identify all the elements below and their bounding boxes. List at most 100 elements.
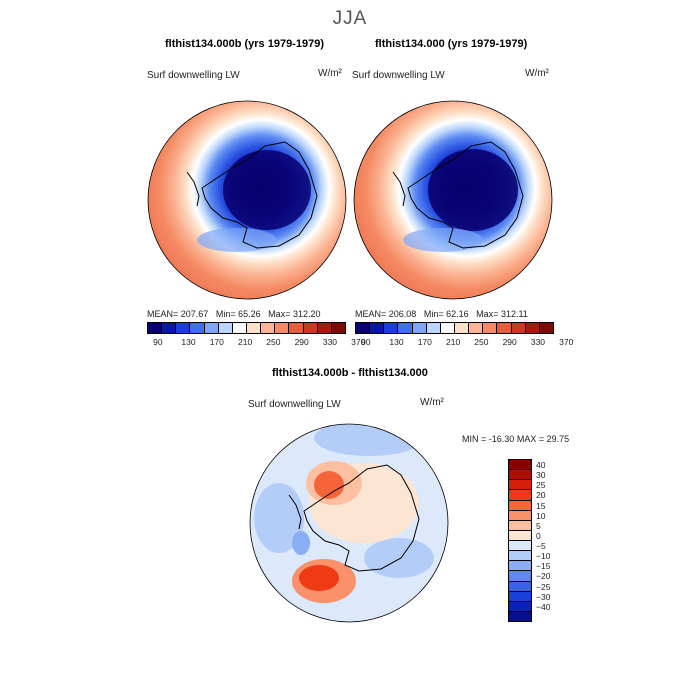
panel-2-colorbar-tick-label: 210: [446, 337, 461, 347]
panel-1-min-value: 65.26: [238, 309, 261, 319]
panel-2-colorbar-swatch: [510, 322, 526, 334]
panel-2-colorbar-tick-label: 130: [389, 337, 404, 347]
panel-2-title: flthist134.000 (yrs 1979-1979): [375, 38, 528, 50]
panel-2-colorbar-swatch: [425, 322, 441, 334]
diff-colorbar-tick-label: −25: [536, 581, 551, 592]
panel-1-colorbar-swatch: [316, 322, 332, 334]
diff-min-value: -16.30: [488, 434, 515, 444]
diff-colorbar-tick-label: −40: [536, 601, 551, 612]
panel-2-colorbar-tick-label: 90: [361, 337, 371, 347]
panel-2-colorbar-swatch: [355, 322, 371, 334]
panel-2-colorbar-tick-label: 170: [417, 337, 432, 347]
panel-2-colorbar-swatch: [538, 322, 554, 334]
panel-1-colorbar-swatch: [217, 322, 233, 334]
diff-colorbar-tick-label: −20: [536, 571, 551, 582]
panel-2-colorbar-swatch: [383, 322, 399, 334]
panel-1-mean-label: MEAN=: [147, 309, 179, 319]
diff-colorbar-tick-label: −15: [536, 561, 551, 572]
panel-1-ross-sea-zone: [197, 228, 277, 252]
panel-1-colorbar-tick-label: 290: [294, 337, 309, 347]
panel-2-colorbar-swatch: [411, 322, 427, 334]
panel-2-min-value: 62.16: [446, 309, 469, 319]
panel-2-colorbar-swatch: [468, 322, 484, 334]
diff-max-value: 29.75: [546, 434, 570, 444]
diff-antarctica-coastline: [288, 464, 420, 572]
panel-1-title: flthist134.000b (yrs 1979-1979): [165, 38, 324, 50]
panel-1-colorbar-swatch: [288, 322, 304, 334]
panel-2-max-label: Max=: [476, 309, 499, 319]
diff-colorbar-tick-label: 25: [536, 480, 546, 491]
panel-1-colorbar-swatch: [189, 322, 205, 334]
panel-1-colorbar-tick-label: 370: [351, 337, 366, 347]
diff-warm-zone-4: [299, 565, 339, 591]
panel-1-colorbar-swatch: [231, 322, 247, 334]
panel-2-variable-label: Surf downwelling LW: [352, 70, 445, 81]
panel-2-polar-map: [353, 100, 553, 300]
panel-2-colorbar-tick-label: 290: [502, 337, 517, 347]
panel-2-colorbar-ticks: 90 130 170 210 250 290 330 370: [355, 337, 573, 349]
panel-1-colorbar-swatch: [274, 322, 290, 334]
diff-colorbar-tick-label: 15: [536, 500, 546, 511]
panel-1-colorbar-tick-label: 250: [266, 337, 281, 347]
panel-1-colorbar-tick-label: 330: [322, 337, 338, 347]
diff-units: W/m²: [420, 397, 444, 408]
panel-1-antarctica-coastline: [186, 141, 318, 249]
panel-1-colorbar: [147, 322, 346, 334]
diff-colorbar-tick-label: 0: [536, 530, 541, 541]
diff-variable-label: Surf downwelling LW: [248, 399, 341, 410]
panel-2-units: W/m²: [525, 68, 549, 79]
panel-2-colorbar-swatch: [439, 322, 455, 334]
panel-2-ross-sea-zone: [403, 228, 483, 252]
diff-colorbar-tick-label: 30: [536, 470, 546, 481]
panel-1-colorbar-swatch: [175, 322, 191, 334]
panel-1-colorbar-swatch: [260, 322, 276, 334]
panel-1-variable-label: Surf downwelling LW: [147, 70, 240, 81]
panel-1-polar-map: [147, 100, 347, 300]
diff-max-label: MAX =: [516, 434, 545, 444]
panel-1-colorbar-tick-label: 170: [209, 337, 224, 347]
panel-2-low-zone: [428, 149, 518, 231]
panel-1-max-value: 312.20: [292, 309, 321, 319]
panel-1-max-label: Max=: [268, 309, 291, 319]
diff-blue-zone-west: [254, 483, 304, 553]
panel-2-mean-value: 206.08: [388, 309, 417, 319]
diff-colorbar-tick-label: 40: [536, 460, 546, 471]
panel-2-colorbar-tick-label: 250: [474, 337, 489, 347]
diff-warm-zone-2: [314, 471, 344, 499]
panel-2-colorbar-swatch: [369, 322, 385, 334]
panel-2-antarctica-coastline: [392, 141, 524, 249]
panel-1-colorbar-swatch: [246, 322, 262, 334]
panel-1-colorbar-swatch: [147, 322, 163, 334]
diff-colorbar-tick-label: 10: [536, 510, 546, 521]
diff-colorbar-swatch: [508, 610, 532, 622]
panel-2-colorbar-swatch: [482, 322, 498, 334]
panel-1-colorbar-ticks: 90 130 170 210 250 290 330 370: [147, 337, 365, 349]
panel-2-colorbar-tick-label: 370: [559, 337, 574, 347]
panel-2-colorbar-swatch: [524, 322, 540, 334]
panel-2-colorbar-swatch: [454, 322, 470, 334]
panel-1-colorbar-tick-label: 130: [181, 337, 196, 347]
panel-1-min-label: Min=: [215, 309, 236, 319]
diff-stats: MIN = -16.30 MAX = 29.75: [462, 434, 569, 444]
panel-1-low-zone: [223, 150, 311, 230]
diff-polar-map: [249, 423, 449, 623]
panel-1-colorbar-tick-label: 210: [238, 337, 253, 347]
panel-2-colorbar-swatch: [397, 322, 413, 334]
panel-2-colorbar-tick-label: 330: [530, 337, 546, 347]
diff-colorbar-tick-label: −30: [536, 591, 551, 602]
diff-blue-zone-east: [364, 538, 434, 578]
panel-2-max-value: 312.11: [500, 309, 528, 319]
diff-colorbar-tick-label: −5: [536, 541, 546, 552]
panel-1-stats: MEAN= 207.67 Min= 65.26 Max= 312.20: [147, 309, 320, 319]
panel-1-colorbar-swatch: [203, 322, 219, 334]
panel-1-colorbar-swatch: [161, 322, 177, 334]
panel-2-stats: MEAN= 206.08 Min= 62.16 Max= 312.11: [355, 309, 528, 319]
panel-1-mean-value: 207.67: [180, 309, 209, 319]
diff-colorbar-tick-label: 20: [536, 490, 546, 501]
diff-colorbar: [508, 459, 532, 622]
panel-1-colorbar-swatch: [302, 322, 318, 334]
panel-2-colorbar-swatch: [496, 322, 512, 334]
panel-1-colorbar-swatch: [330, 322, 346, 334]
diff-cold-zone: [292, 531, 310, 555]
diff-min-label: MIN =: [462, 434, 487, 444]
